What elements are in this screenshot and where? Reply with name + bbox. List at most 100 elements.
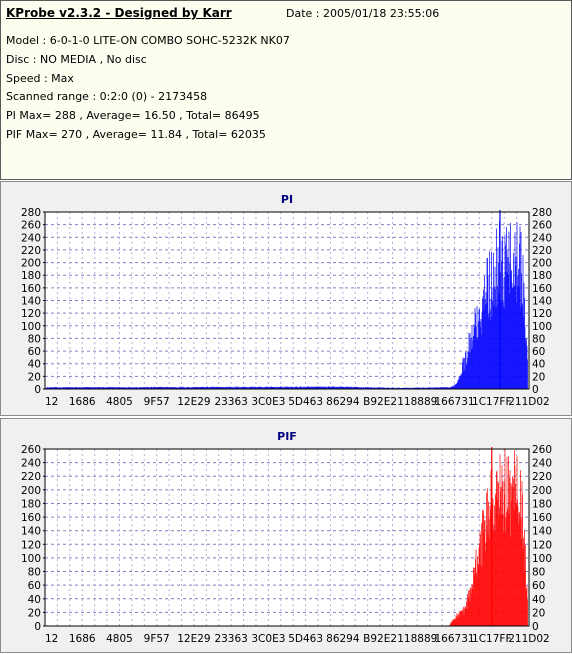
scan-date: Date : 2005/01/18 23:55:06 [286, 7, 440, 20]
x-tick-label: 3C0E3 [251, 633, 285, 645]
y-tick-label-left: 180 [21, 270, 41, 282]
y-tick-label-right: 100 [532, 321, 552, 333]
y-tick-label-left: 200 [21, 258, 41, 270]
x-tick-label: 166731 [434, 633, 474, 645]
speed-line: Speed : Max [6, 72, 74, 85]
y-tick-label-left: 100 [21, 553, 41, 565]
y-tick-label-right: 160 [532, 283, 552, 295]
y-tick-label-left: 260 [21, 220, 41, 232]
y-tick-label-left: 60 [28, 580, 41, 592]
y-tick-label-right: 180 [532, 498, 552, 510]
x-tick-label: 86294 [326, 396, 360, 408]
y-tick-label-right: 80 [532, 567, 545, 579]
y-tick-label-right: 220 [532, 471, 552, 483]
x-tick-label: 1C17FF [472, 396, 511, 408]
plot-area [45, 449, 529, 626]
x-tick-label: 12E29 [177, 633, 210, 645]
y-tick-label-right: 200 [532, 258, 552, 270]
y-tick-label-left: 160 [21, 283, 41, 295]
y-tick-label-right: 220 [532, 245, 552, 257]
y-tick-label-right: 40 [532, 359, 545, 371]
x-tick-label: 4805 [106, 396, 133, 408]
chart-title: PI [281, 193, 293, 206]
y-tick-label-left: 120 [21, 308, 41, 320]
y-tick-label-right: 20 [532, 607, 545, 619]
y-tick-label-left: 160 [21, 512, 41, 524]
y-tick-label-left: 40 [28, 594, 41, 606]
y-tick-label-left: 20 [28, 607, 41, 619]
x-tick-label: 1C17FF [472, 633, 511, 645]
y-tick-label-left: 40 [28, 359, 41, 371]
x-tick-label: 5D463 [288, 633, 323, 645]
y-tick-label-left: 240 [21, 458, 41, 470]
y-tick-label-right: 140 [532, 526, 552, 538]
x-tick-label: B92E2 [363, 633, 397, 645]
model-line: Model : 6-0-1-0 LITE-ON COMBO SOHC-5232K… [6, 34, 290, 47]
pi-summary-line: PI Max= 288 , Average= 16.50 , Total= 86… [6, 109, 260, 122]
y-tick-label-right: 20 [532, 371, 545, 383]
info-panel: KProbe v2.3.2 - Designed by Karr Date : … [0, 0, 572, 180]
y-tick-label-left: 220 [21, 471, 41, 483]
x-tick-label: 118889 [397, 633, 437, 645]
x-tick-label: B92E2 [363, 396, 397, 408]
y-tick-label-left: 280 [21, 207, 41, 219]
x-tick-label: 166731 [434, 396, 474, 408]
app-title: KProbe v2.3.2 - Designed by Karr [6, 6, 232, 20]
x-tick-label: 1686 [69, 633, 96, 645]
y-tick-label-right: 260 [532, 444, 552, 456]
y-tick-label-right: 80 [532, 333, 545, 345]
x-tick-label: 9F57 [144, 633, 170, 645]
x-tick-label: 12 [45, 396, 58, 408]
y-tick-label-left: 120 [21, 539, 41, 551]
series-bars [449, 447, 528, 626]
y-tick-label-left: 200 [21, 485, 41, 497]
y-tick-label-right: 240 [532, 458, 552, 470]
y-tick-label-right: 60 [532, 580, 545, 592]
y-tick-label-left: 80 [28, 333, 41, 345]
y-tick-label-right: 140 [532, 296, 552, 308]
x-tick-label: 23363 [214, 396, 247, 408]
x-tick-label: 23363 [214, 633, 247, 645]
y-tick-label-right: 160 [532, 512, 552, 524]
y-tick-label-right: 100 [532, 553, 552, 565]
y-tick-label-right: 120 [532, 308, 552, 320]
pif-summary-line: PIF Max= 270 , Average= 11.84 , Total= 6… [6, 128, 266, 141]
y-tick-label-left: 140 [21, 296, 41, 308]
y-tick-label-right: 60 [532, 346, 545, 358]
x-tick-label: 5D463 [288, 396, 323, 408]
pi-chart-panel: PI 0 0 20 20 40 40 60 60 80 80 100 100 120 120 140 140 16… [0, 181, 572, 416]
scanned-range-line: Scanned range : 0:2:0 (0) - 2173458 [6, 90, 208, 103]
y-tick-label-left: 260 [21, 444, 41, 456]
y-tick-label-left: 140 [21, 526, 41, 538]
y-tick-label-left: 0 [34, 384, 41, 396]
plot-frame [44, 448, 530, 627]
y-tick-label-right: 200 [532, 485, 552, 497]
x-tick-label: 118889 [397, 396, 437, 408]
y-tick-label-right: 120 [532, 539, 552, 551]
y-tick-label-right: 0 [532, 621, 539, 633]
y-tick-label-left: 180 [21, 498, 41, 510]
x-tick-label: 1686 [69, 396, 96, 408]
y-tick-label-left: 20 [28, 371, 41, 383]
y-tick-label-left: 240 [21, 232, 41, 244]
y-tick-label-left: 220 [21, 245, 41, 257]
pif-chart-panel: PIF 0 0 20 20 40 40 60 60 80 80 100 100 120 120 140 140 1… [0, 418, 572, 653]
y-tick-label-left: 0 [34, 621, 41, 633]
x-tick-label: 86294 [326, 633, 360, 645]
y-tick-label-right: 240 [532, 232, 552, 244]
y-tick-label-right: 180 [532, 270, 552, 282]
x-tick-label: 12 [45, 633, 58, 645]
x-tick-label: 12E29 [177, 396, 210, 408]
y-tick-label-right: 280 [532, 207, 552, 219]
y-tick-label-right: 0 [532, 384, 539, 396]
x-tick-label: 211D02 [508, 396, 550, 408]
chart-title: PIF [277, 430, 297, 443]
y-tick-label-right: 260 [532, 220, 552, 232]
disc-line: Disc : NO MEDIA , No disc [6, 53, 147, 66]
x-tick-label: 9F57 [144, 396, 170, 408]
x-tick-label: 3C0E3 [251, 396, 285, 408]
y-tick-label-left: 60 [28, 346, 41, 358]
x-tick-label: 211D02 [508, 633, 550, 645]
